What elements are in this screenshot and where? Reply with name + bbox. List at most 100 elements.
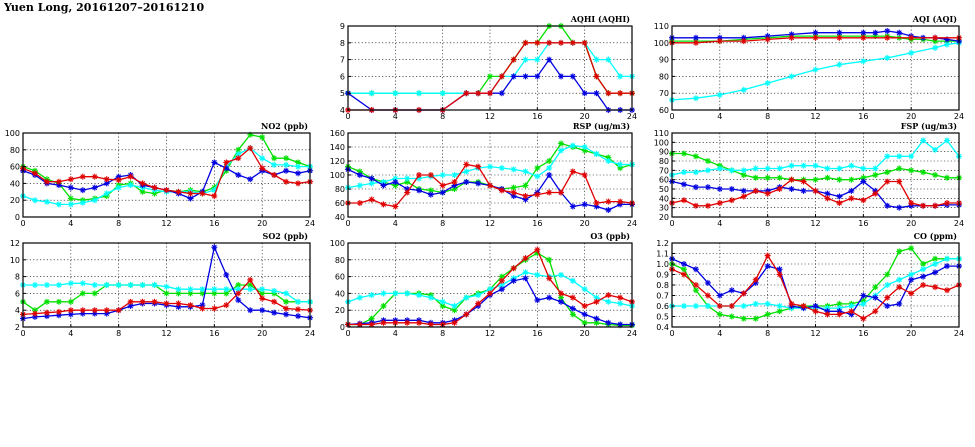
- data-point: [427, 294, 434, 301]
- y-tick-label: 100: [5, 129, 20, 138]
- data-point: [451, 319, 458, 326]
- data-point: [776, 174, 783, 181]
- data-point: [235, 155, 242, 162]
- data-point: [617, 73, 624, 80]
- data-point: [908, 200, 915, 206]
- data-point: [788, 34, 795, 41]
- y-tick-label: 80: [335, 256, 345, 265]
- data-point: [884, 282, 891, 288]
- data-point: [569, 168, 576, 175]
- data-point: [932, 255, 939, 262]
- data-point: [872, 284, 879, 291]
- data-point: [235, 297, 242, 304]
- y-tick-label: 4: [340, 106, 345, 115]
- data-point: [235, 290, 242, 297]
- x-tick-label: 16: [532, 219, 542, 228]
- data-point: [91, 290, 98, 297]
- y-tick-label: 60: [335, 273, 345, 282]
- data-point: [558, 147, 564, 154]
- data-point: [115, 184, 122, 191]
- data-point: [380, 182, 387, 189]
- data-point: [416, 90, 422, 97]
- y-tick-label: 10: [10, 256, 20, 265]
- x-tick-label: 16: [858, 112, 868, 121]
- x-tick-label: 16: [209, 219, 219, 228]
- data-point: [872, 165, 879, 172]
- data-point: [199, 305, 206, 312]
- x-tick-label: 24: [305, 329, 315, 338]
- y-tick-label: 80: [335, 185, 345, 194]
- data-point: [581, 172, 588, 178]
- data-point: [617, 294, 624, 301]
- data-point: [534, 271, 541, 278]
- x-tick-label: 12: [161, 219, 171, 228]
- chart-title: AQHI (AQHI): [570, 14, 631, 24]
- x-tick-label: 16: [209, 329, 219, 338]
- data-point: [692, 184, 699, 191]
- data-point: [380, 201, 387, 208]
- data-point: [593, 298, 600, 305]
- y-tick-label: 60: [335, 199, 345, 208]
- data-point: [271, 287, 278, 294]
- chart-title: O3 (ppb): [590, 231, 630, 241]
- data-point: [920, 273, 927, 280]
- data-point: [788, 162, 795, 169]
- x-tick-label: 8: [440, 329, 445, 338]
- data-point: [932, 261, 939, 267]
- data-point: [259, 286, 266, 293]
- data-point: [788, 300, 795, 307]
- x-tick-label: 8: [440, 219, 445, 228]
- data-point: [569, 73, 576, 80]
- data-point: [475, 180, 482, 187]
- data-point: [569, 39, 576, 46]
- y-tick-label: 110: [654, 22, 669, 31]
- data-point: [115, 307, 122, 314]
- data-point: [932, 44, 939, 51]
- data-point: [908, 245, 915, 252]
- data-point: [546, 275, 553, 282]
- x-tick-label: 4: [717, 329, 722, 338]
- data-point: [295, 180, 302, 187]
- data-point: [187, 302, 194, 309]
- data-point: [884, 202, 891, 209]
- data-point: [392, 319, 399, 326]
- data-point: [716, 186, 723, 192]
- data-point: [728, 186, 735, 192]
- data-point: [569, 311, 576, 318]
- y-tick-label: 100: [330, 239, 345, 248]
- data-point: [67, 184, 74, 191]
- data-point: [932, 284, 939, 291]
- data-point: [558, 73, 564, 80]
- y-tick-label: 40: [335, 289, 345, 298]
- x-tick-label: 20: [906, 219, 916, 228]
- data-point: [944, 200, 951, 206]
- data-point: [451, 172, 458, 178]
- data-point: [740, 193, 747, 200]
- data-point: [908, 276, 915, 283]
- x-tick-label: 4: [68, 329, 73, 338]
- data-point: [704, 303, 711, 309]
- x-tick-label: 20: [257, 329, 267, 338]
- x-tick-label: 16: [532, 112, 542, 121]
- y-tick-label: 100: [654, 39, 669, 48]
- data-point: [605, 56, 612, 63]
- chart-title: RSP (ug/m3): [573, 121, 630, 131]
- data-point: [510, 189, 517, 196]
- data-point: [848, 308, 855, 315]
- data-point: [740, 187, 747, 194]
- data-point: [752, 174, 759, 181]
- x-tick-label: 20: [580, 112, 590, 121]
- data-point: [800, 187, 807, 194]
- data-point: [546, 165, 553, 171]
- x-tick-label: 24: [954, 112, 964, 121]
- data-point: [593, 56, 600, 63]
- data-point: [439, 189, 446, 196]
- data-point: [776, 303, 783, 309]
- y-tick-label: 120: [330, 157, 345, 166]
- data-point: [896, 284, 903, 291]
- y-tick-label: 70: [659, 89, 669, 98]
- data-point: [247, 176, 254, 183]
- data-point: [67, 298, 74, 305]
- data-point: [463, 168, 470, 175]
